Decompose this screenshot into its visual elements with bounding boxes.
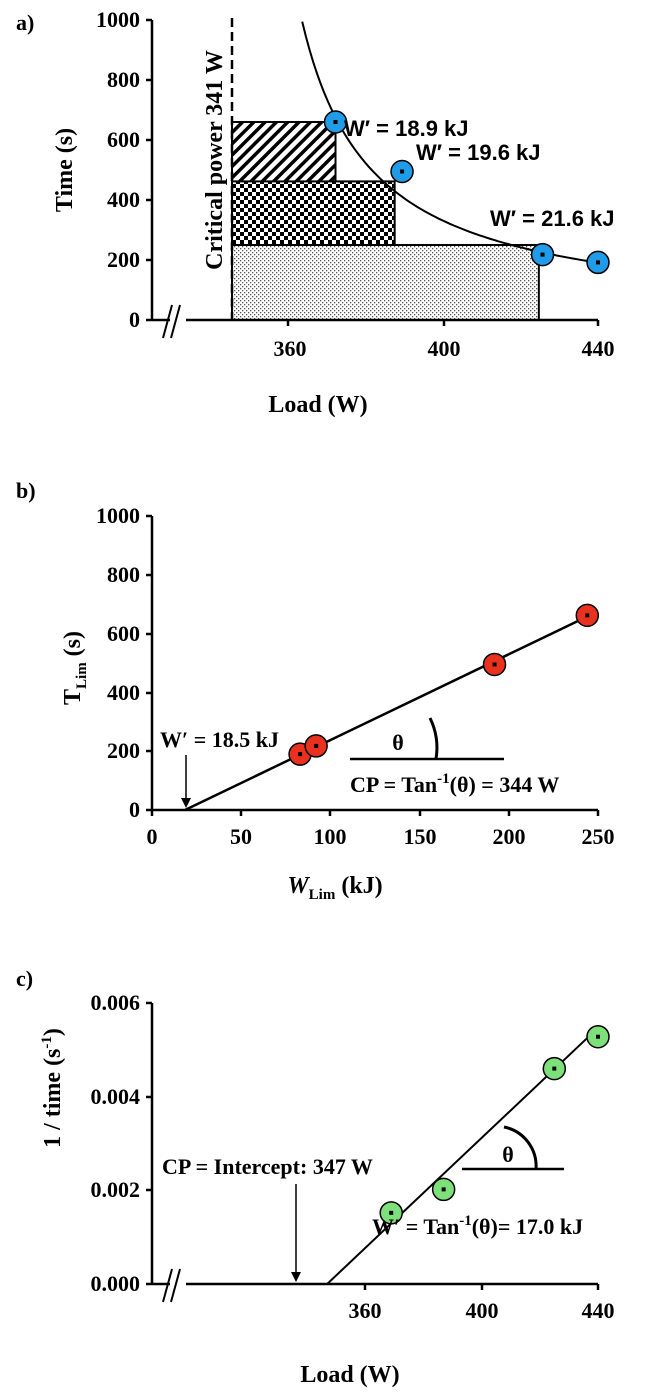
panel-c-data-point xyxy=(542,1056,567,1081)
panel-c-w-prime-annotation: W′ = Tan-1(θ)= 17.0 kJ xyxy=(372,1213,583,1239)
panel-b-fit-line xyxy=(184,614,590,812)
panel-b-x-tick: 50 xyxy=(230,824,252,849)
panel-c-label: c) xyxy=(16,966,33,991)
panel-b-x-axis-title: WLim (kJ) xyxy=(287,873,382,903)
panel-b-w-prime-annotation: W′ = 18.5 kJ xyxy=(160,727,279,752)
panel-c-y-tick: 0.002 xyxy=(91,1177,141,1202)
panel-a-data-point xyxy=(323,110,348,134)
panel-a-axis-break xyxy=(162,304,173,339)
panel-c-data-point xyxy=(431,1177,456,1202)
panel-a-y-tick: 400 xyxy=(107,187,140,212)
panel-b-x-tick: 200 xyxy=(493,824,526,849)
panel-a-rect-dots xyxy=(231,244,540,321)
panel-b-x-tick: 100 xyxy=(314,824,347,849)
panel-c-axis-break xyxy=(162,1268,173,1303)
panel-a-y-tick: 800 xyxy=(107,67,140,92)
panel-a-data-point xyxy=(586,250,610,275)
panel-b-x-tick: 250 xyxy=(582,824,615,849)
panel-b-x-tick: 0 xyxy=(147,824,158,849)
panel-b-y-tick: 200 xyxy=(107,738,140,763)
panel-b-y-axis-title: TLim (s) xyxy=(60,631,90,705)
panel-a-annotation: W′ = 19.6 kJ xyxy=(416,140,541,165)
panel-b-label: b) xyxy=(16,478,36,503)
panel-a-y-axis-title: Time (s) xyxy=(52,128,78,212)
panel-c-y-tick: 0.004 xyxy=(91,1084,141,1109)
panel-b-y-tick: 1000 xyxy=(96,503,140,528)
panel-a-annotation: W′ = 18.9 kJ xyxy=(344,116,469,141)
panel-b-y-tick: 600 xyxy=(107,621,140,646)
panel-b-data-point xyxy=(482,652,507,677)
panel-a-label: a) xyxy=(16,10,34,35)
panel-c-x-tick: 360 xyxy=(349,1298,382,1323)
panel-a-x-tick: 360 xyxy=(274,336,307,361)
panel-c-y-axis-title: 1 / time (s-1) xyxy=(39,1028,66,1148)
panel-a-y-tick: 0 xyxy=(129,307,140,332)
panel-b-theta-label: θ xyxy=(392,730,403,755)
panel-c-x-tick: 400 xyxy=(466,1298,499,1323)
panel-a: a) Time (s) 1000 800 600 400 200 0 360 4… xyxy=(16,7,615,418)
panel-a-data-point xyxy=(530,242,555,267)
panel-b-x-tick: 150 xyxy=(404,824,437,849)
panel-c-x-tick: 440 xyxy=(582,1298,615,1323)
panel-a-y-tick: 200 xyxy=(107,247,140,272)
panel-c-angle-arc xyxy=(503,1125,538,1170)
panel-c: c) 1 / time (s-1) 0.006 0.004 0.002 0.00… xyxy=(16,966,615,1388)
panel-b-y-tick: 400 xyxy=(107,680,140,705)
panel-c-x-axis-title: Load (W) xyxy=(300,1362,399,1388)
panel-c-y-tick: 0.006 xyxy=(91,990,141,1015)
panel-a-work-rectangles xyxy=(231,121,540,321)
panel-a-x-axis-title: Load (W) xyxy=(268,392,367,418)
panel-c-y-tick: 0.000 xyxy=(91,1271,141,1296)
panel-b-points xyxy=(288,603,600,766)
panel-a-y-tick: 600 xyxy=(107,127,140,152)
panel-b-y-tick: 800 xyxy=(107,562,140,587)
panel-c-points xyxy=(379,1024,610,1225)
panel-a-points xyxy=(323,110,610,275)
panel-a-annotation: W′ = 21.6 kJ xyxy=(490,206,615,231)
panel-c-cp-annotation: CP = Intercept: 347 W xyxy=(162,1154,373,1179)
panel-a-x-tick: 440 xyxy=(582,336,615,361)
panel-a-critical-power-label: Critical power 341 W xyxy=(202,50,228,270)
panel-b-cp-annotation: CP = Tan-1(θ) = 344 W xyxy=(350,771,559,797)
panel-b-data-point xyxy=(575,603,600,628)
panel-a-y-tick: 1000 xyxy=(96,7,140,32)
panel-b-y-tick: 0 xyxy=(129,797,140,822)
panel-b-data-point xyxy=(304,734,328,758)
panel-c-theta-label: θ xyxy=(502,1142,513,1167)
panel-a-x-tick: 400 xyxy=(428,336,461,361)
panel-c-data-point xyxy=(379,1201,403,1225)
panel-b-angle-arc xyxy=(428,717,439,760)
panel-a-data-point xyxy=(390,159,414,184)
panel-c-data-point xyxy=(586,1024,610,1049)
panel-b: b) TLim (s) 1000 800 600 400 200 0 0 50 … xyxy=(16,478,615,903)
